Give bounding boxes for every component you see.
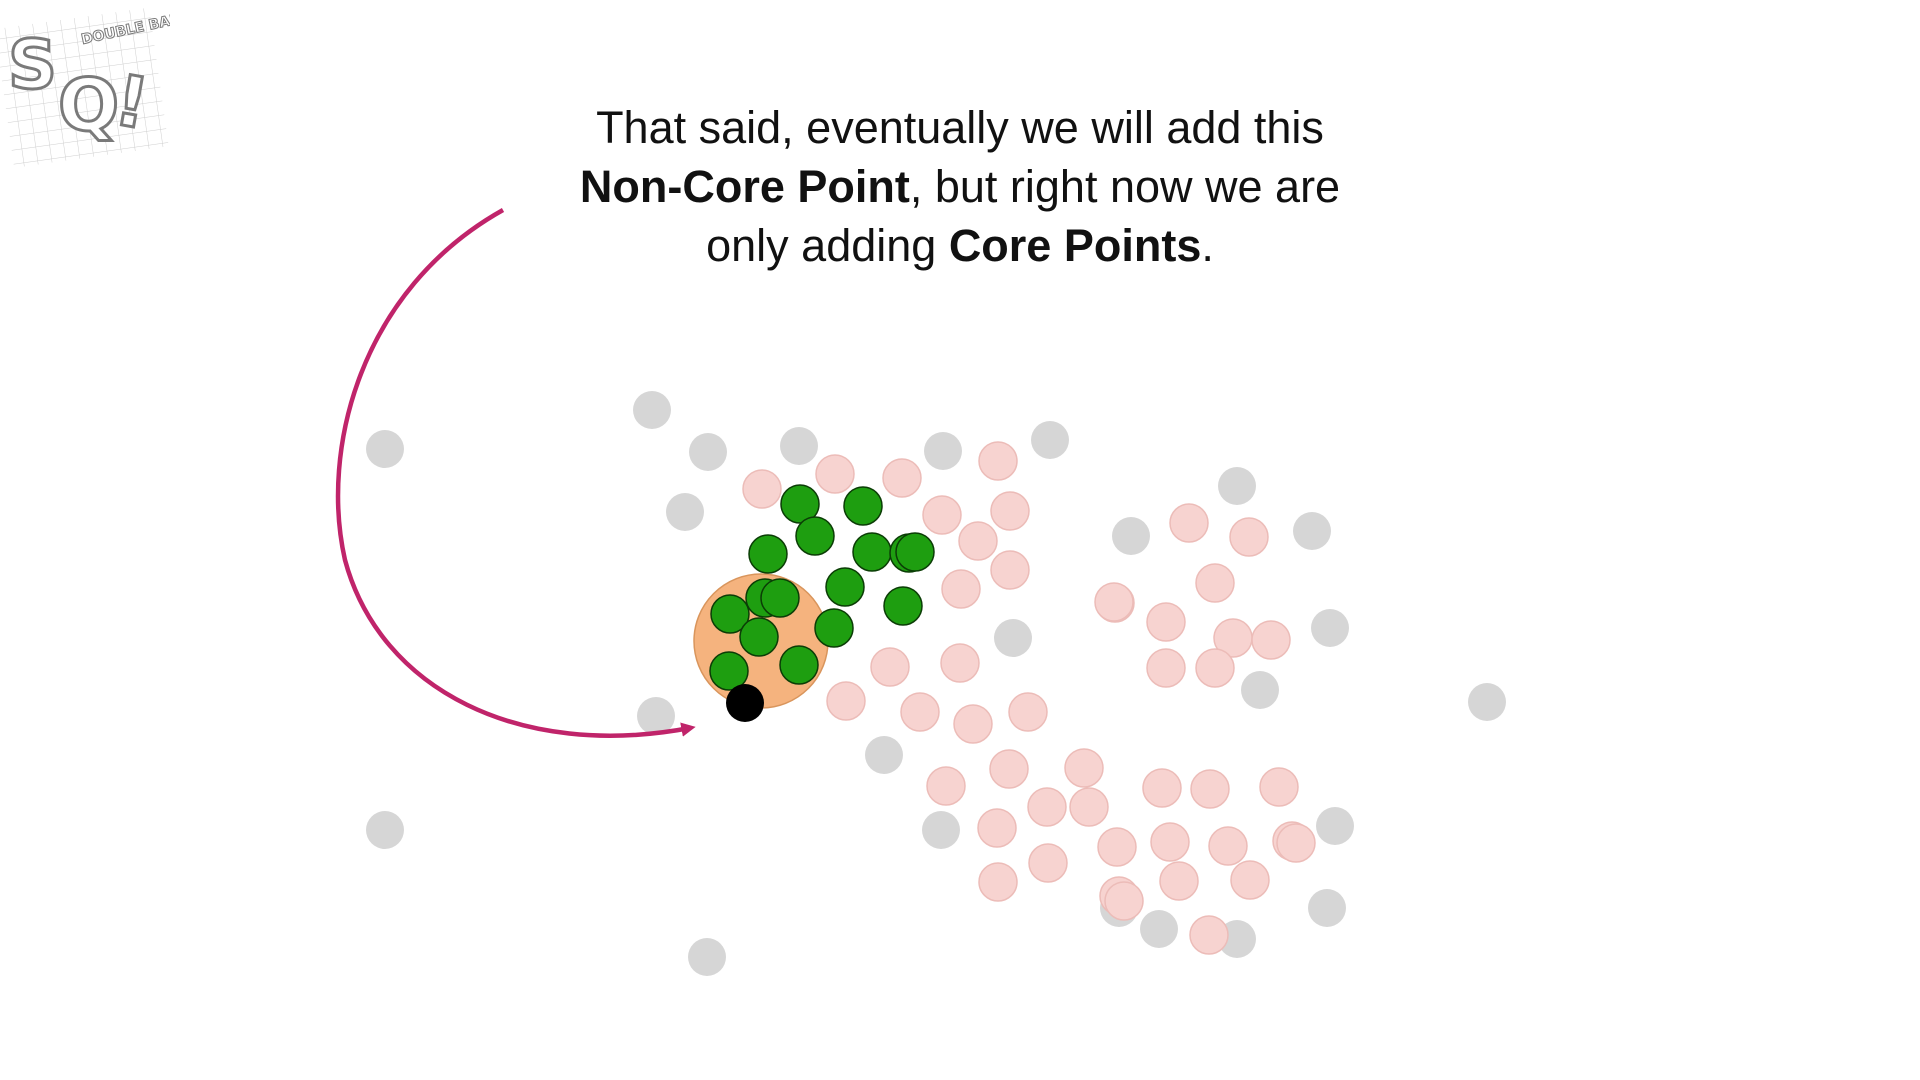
noise-point [666,493,704,531]
caption-non-core-point: Non-Core Point [579,161,910,212]
core-point [779,645,819,685]
noise-point [865,736,903,774]
core-point [852,532,892,572]
noise-point [637,697,675,735]
pending-point [1195,648,1235,688]
pending-point [1027,787,1067,827]
pending-point [1146,648,1186,688]
noise-point [1140,910,1178,948]
noise-point [1218,467,1256,505]
pending-point [826,681,866,721]
noise-point [688,938,726,976]
pending-point [1259,767,1299,807]
noise-point [366,811,404,849]
core-point [795,516,835,556]
pending-point [882,458,922,498]
pending-point [953,704,993,744]
caption-line-2-rest: , but right now we are [909,161,1341,212]
caption-line-2: Non-Core Point, but right now we are [460,157,1460,216]
pending-point [940,643,980,683]
noise-point [1308,889,1346,927]
pending-point [1229,517,1269,557]
core-point [814,608,854,648]
core-point [780,484,820,524]
pending-point [1159,861,1199,901]
core-point [748,534,788,574]
core-point [710,594,750,634]
noise-point [924,432,962,470]
pending-point [1142,768,1182,808]
pending-point [926,766,966,806]
pending-point [1104,881,1144,921]
pending-point [941,569,981,609]
caption-line-3: only adding Core Points. [460,216,1460,275]
pending-point [1146,602,1186,642]
pending-point [978,862,1018,902]
caption: That said, eventually we will add this N… [460,98,1460,275]
caption-line-3-end: . [1201,220,1214,271]
pending-cluster-points [742,441,1316,955]
pending-point [1069,787,1109,827]
pending-point [1276,823,1316,863]
noise-point [1311,609,1349,647]
noise-point [689,433,727,471]
non-core-point [726,684,764,722]
pending-point [1028,843,1068,883]
core-point [895,532,935,572]
statquest-logo: S Q ! DOUBLE BAM!! [0,7,170,168]
core-point [739,617,779,657]
core-point [843,486,883,526]
pending-point [958,521,998,561]
core-point [760,578,800,618]
core-point [709,651,749,691]
pending-point [977,808,1017,848]
caption-line-1: That said, eventually we will add this [596,102,1324,153]
pending-point [1230,860,1270,900]
pending-point [1150,822,1190,862]
pending-point [742,469,782,509]
noise-point [1241,671,1279,709]
pending-point [990,550,1030,590]
pending-point [1190,769,1230,809]
pending-point [1251,620,1291,660]
pending-point [978,441,1018,481]
noise-point [1316,807,1354,845]
pending-point [1195,563,1235,603]
pending-point [1208,826,1248,866]
svg-text:Q: Q [58,63,119,147]
noise-point [922,811,960,849]
pending-point [922,495,962,535]
caption-line-3-start: only adding [706,220,949,271]
pending-point [1064,748,1104,788]
core-point [825,567,865,607]
noise-point [780,427,818,465]
pending-point [870,647,910,687]
pending-point [990,491,1030,531]
caption-core-points: Core Points [948,220,1202,271]
noise-point [1031,421,1069,459]
noise-point [1112,517,1150,555]
svg-text:S: S [8,26,57,105]
noise-point [366,430,404,468]
curved-arrow [335,208,696,738]
pending-point [1094,582,1134,622]
pending-point [1189,915,1229,955]
noise-point [633,391,671,429]
pending-point [815,454,855,494]
pending-point [1169,503,1209,543]
noise-point [1293,512,1331,550]
pending-point [989,749,1029,789]
pending-point [1008,692,1048,732]
noise-points [366,391,1506,976]
pending-point [1097,827,1137,867]
core-points [709,484,935,691]
noise-point [994,619,1032,657]
core-point [883,586,923,626]
noise-point [1468,683,1506,721]
pending-point [900,692,940,732]
